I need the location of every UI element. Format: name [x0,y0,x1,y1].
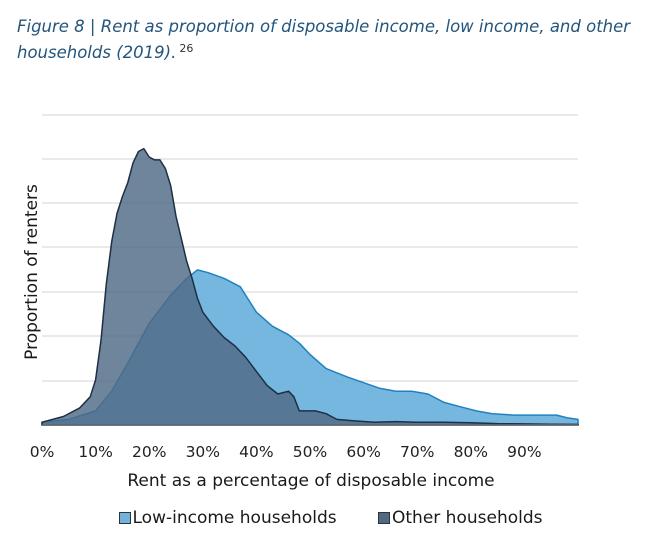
x-tick-label: 60% [346,443,380,461]
legend-label-low-income: Low-income households [132,508,337,528]
x-tick-label: 30% [186,443,220,461]
chart-title: Figure 8 | Rent as proportion of disposa… [17,14,657,66]
series-area-other [41,147,579,426]
legend-swatch-low-income [118,512,131,524]
y-axis-title: Proportion of renters [22,184,42,360]
legend-swatch-other [378,512,390,524]
x-tick-label: 80% [454,443,488,461]
chart-title-text: Figure 8 | Rent as proportion of disposa… [17,17,631,62]
x-axis-title: Rent as a percentage of disposable incom… [127,471,494,491]
footnote-marker: 26 [179,42,194,55]
x-tick-labels: 0% 10% 20% 30% 40% 50% 60% 70% 80% 90% [30,443,542,461]
legend-item-low-income: Low-income households [118,508,337,528]
x-tick-label: 0% [30,443,55,461]
legend-label-other: Other households [392,508,543,528]
x-tick-label: 50% [293,443,327,461]
legend: Low-income households Other households [0,508,661,529]
x-tick-label: 40% [239,443,273,461]
x-tick-label: 90% [507,443,541,461]
x-tick-label: 10% [78,443,112,461]
x-tick-label: 70% [400,443,434,461]
series-layer [41,147,579,426]
legend-item-other: Other households [378,508,543,528]
x-tick-label: 20% [132,443,166,461]
